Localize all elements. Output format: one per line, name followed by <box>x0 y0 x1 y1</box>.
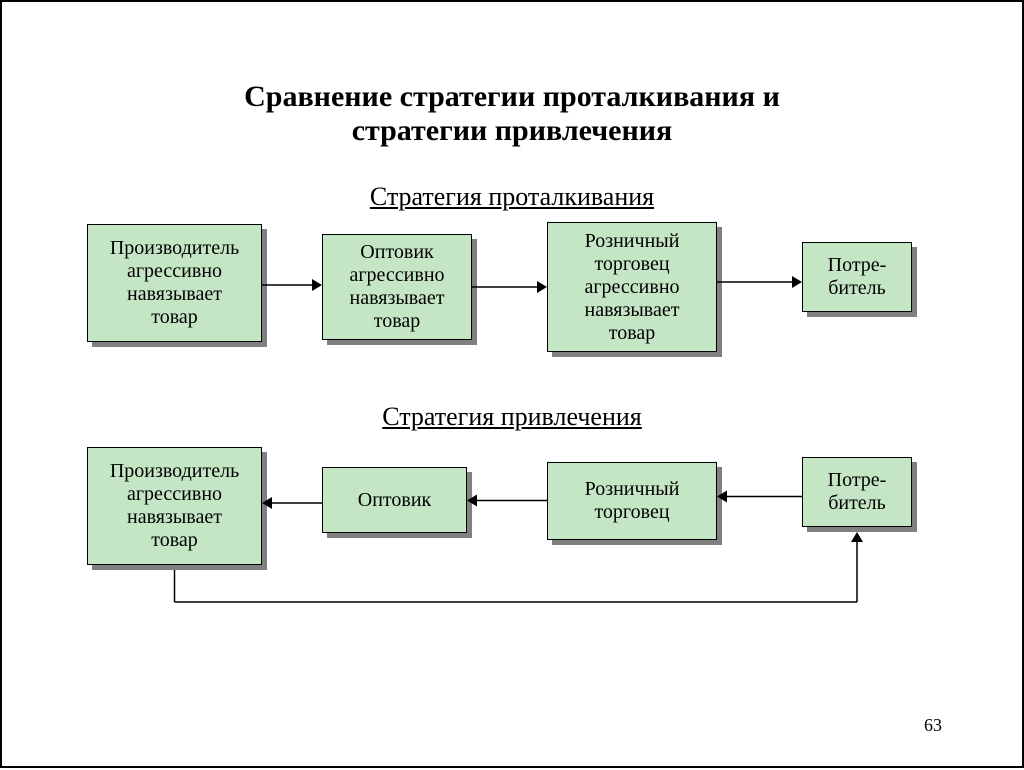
node-box: Потре-битель <box>802 242 912 312</box>
page-number: 63 <box>924 715 942 736</box>
flow-node-q2: Оптовик <box>322 467 472 538</box>
flow-node-p4: Потре-битель <box>802 242 917 317</box>
flow-node-p2: Оптовикагрессивнонавязываеттовар <box>322 234 477 345</box>
flow-node-q1: Производительагрессивнонавязываеттовар <box>87 447 267 570</box>
flow-node-p1: Производительагрессивнонавязываеттовар <box>87 224 267 347</box>
pull-subtitle: Стратегия привлечения <box>2 402 1022 432</box>
flow-node-p3: Розничныйторговецагрессивнонавязываеттов… <box>547 222 722 357</box>
title-line1: Сравнение стратегии проталкивания и <box>244 80 780 113</box>
main-title: Сравнение стратегии проталкивания и стра… <box>2 80 1022 148</box>
node-box: Производительагрессивнонавязываеттовар <box>87 224 262 342</box>
push-subtitle: Стратегия проталкивания <box>2 182 1022 212</box>
node-box: Розничныйторговец <box>547 462 717 540</box>
node-box: Оптовикагрессивнонавязываеттовар <box>322 234 472 340</box>
node-box: Производительагрессивнонавязываеттовар <box>87 447 262 565</box>
node-box: Оптовик <box>322 467 467 533</box>
diagram-frame: Сравнение стратегии проталкивания и стра… <box>0 0 1024 768</box>
node-box: Потре-битель <box>802 457 912 527</box>
flow-node-q4: Потре-битель <box>802 457 917 532</box>
flow-node-q3: Розничныйторговец <box>547 462 722 545</box>
node-box: Розничныйторговецагрессивнонавязываеттов… <box>547 222 717 352</box>
title-line2: стратегии привлечения <box>352 114 673 147</box>
